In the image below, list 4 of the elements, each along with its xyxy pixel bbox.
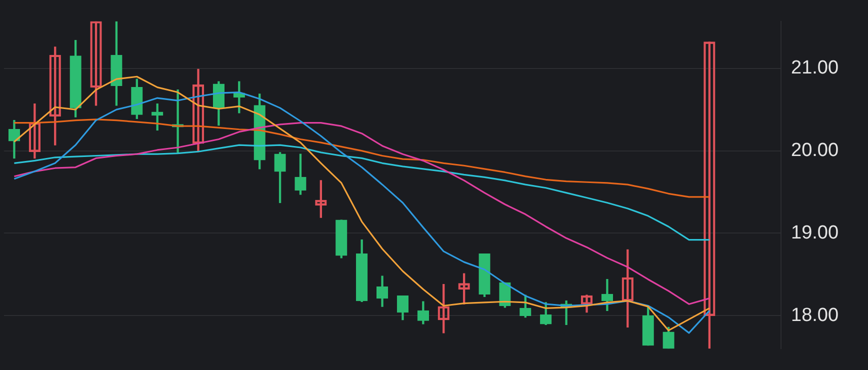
y-tick-label: 21.00 bbox=[791, 58, 839, 79]
y-tick-label: 19.00 bbox=[791, 222, 839, 244]
y-tick-label: 18.00 bbox=[791, 304, 839, 326]
y-tick-label: 20.00 bbox=[791, 140, 839, 162]
